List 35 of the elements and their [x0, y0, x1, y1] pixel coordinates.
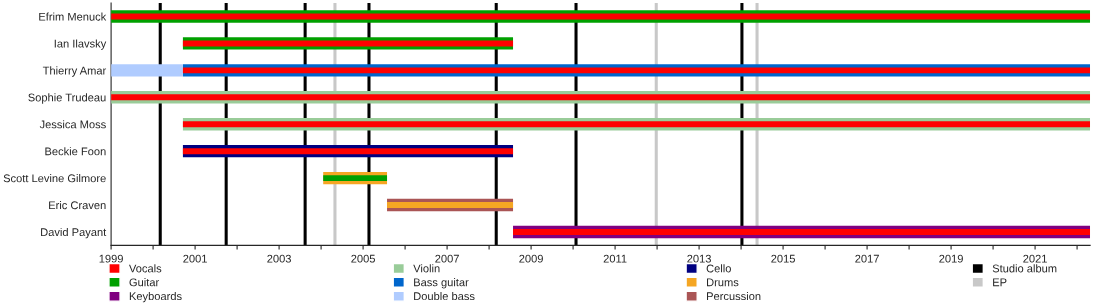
- x-tick-label: 2011: [603, 254, 627, 263]
- x-tick-label: 2013: [687, 254, 711, 263]
- x-tick-label: 2009: [519, 254, 543, 263]
- legend-label: Double bass: [414, 291, 475, 301]
- y-tick-label: Jessica Moss: [39, 120, 106, 129]
- legend-label: Bass guitar: [414, 278, 469, 289]
- x-tick-label: 2005: [351, 254, 375, 263]
- legend-label: Guitar: [129, 278, 160, 287]
- bar: [513, 229, 1091, 235]
- x-tick-label: 2017: [855, 254, 879, 263]
- y-tick-label: Thierry Amar: [42, 66, 107, 77]
- x-tick-label: 1999: [99, 254, 123, 263]
- y-tick-label: Efrim Menuck: [39, 12, 107, 21]
- y-tick-label: Beckie Foon: [45, 147, 106, 156]
- bar: [182, 148, 514, 155]
- legend-label: Keyboards: [129, 291, 182, 303]
- x-tick-label: 2007: [435, 254, 459, 263]
- x-tick-label: 2001: [183, 254, 207, 263]
- x-tick-label: 2021: [1023, 254, 1047, 263]
- y-tick-label: Eric Craven: [49, 201, 106, 210]
- legend-label: Vocals: [128, 264, 162, 273]
- x-tick-label: 2003: [267, 254, 291, 263]
- x-tick-label: 2019: [939, 254, 963, 263]
- legend-label: Violin: [413, 264, 440, 273]
- legend-label: Percussion: [707, 291, 761, 301]
- x-tick-label: 2015: [771, 254, 795, 263]
- y-tick-label: Ian Ilavsky: [54, 39, 107, 50]
- y-tick-label: David Payant: [41, 227, 107, 239]
- bar: [111, 64, 183, 77]
- legend-label: Drums: [707, 278, 739, 287]
- legend-label: EP: [993, 278, 1007, 287]
- legend-label: Studio album: [992, 264, 1057, 273]
- legend-label: Cello: [706, 264, 731, 273]
- y-tick-label: Scott Levine Gilmore: [3, 174, 106, 183]
- y-tick-label: Sophie Trudeau: [28, 93, 106, 104]
